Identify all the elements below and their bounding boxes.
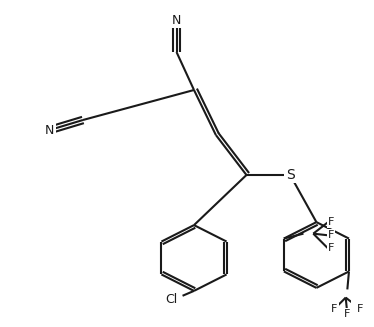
Text: N: N [45, 124, 55, 136]
Text: F: F [328, 243, 334, 253]
Text: N: N [172, 13, 181, 26]
Text: S: S [286, 168, 295, 182]
Text: F: F [344, 309, 350, 319]
Text: F: F [328, 230, 334, 240]
Text: F: F [331, 304, 337, 314]
Text: F: F [357, 304, 364, 314]
Text: F: F [328, 217, 334, 227]
Text: Cl: Cl [165, 293, 178, 305]
